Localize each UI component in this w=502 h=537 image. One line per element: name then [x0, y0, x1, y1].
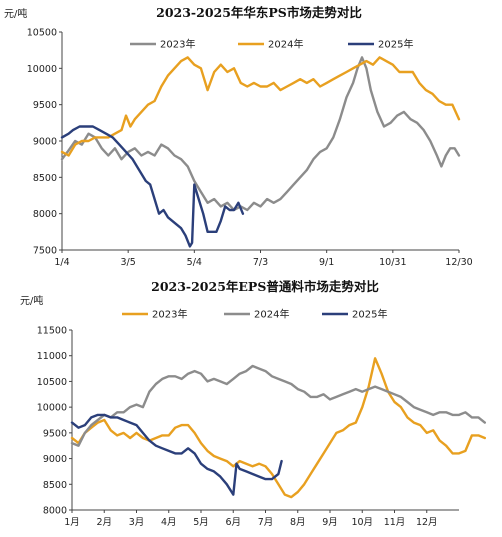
chart1-x-tick-label: 7/3: [253, 257, 268, 268]
chart1-x-tick-label: 10/31: [379, 257, 406, 268]
chart1-plot-area: [60, 56, 461, 248]
chart1-legend: 2023年 2024年 2025年: [130, 38, 413, 51]
chart2-y-tick-label: 10500: [37, 377, 67, 388]
chart1-y-tick-label: 7500: [33, 246, 57, 257]
chart2-unit-label: 元/吨: [20, 294, 43, 307]
chart2-x-tick-label: 9月: [322, 517, 338, 528]
chart2-y-tick-label: 9500: [43, 428, 67, 439]
chart1-series-line-2025年: [60, 125, 245, 248]
chart2-y-tick-label: 8500: [43, 480, 67, 491]
chart2-y-tick-label: 11500: [37, 326, 67, 337]
chart2-x-tick-label: 11月: [384, 517, 406, 528]
chart1-y-tick-label: 8500: [33, 173, 57, 184]
chart1-series-line-2023年: [60, 56, 461, 212]
chart1-series-line-2024年: [60, 56, 461, 157]
chart2-x-tick-label: 1月: [64, 517, 80, 528]
chart2-legend-label: 2023年: [152, 308, 187, 321]
chart1-unit-label: 元/吨: [4, 7, 27, 20]
chart2-y-tick-label: 8000: [43, 506, 67, 517]
chart2-x-tick-label: 3月: [129, 517, 145, 528]
chart2-legend-label: 2024年: [254, 308, 289, 321]
chart2-y-tick-label: 9000: [43, 454, 67, 465]
chart2-x-tick-label: 2月: [96, 517, 112, 528]
chart2-title: 2023-2025年EPS普通料市场走势对比: [151, 279, 379, 294]
chart1-y-tick-label: 10500: [27, 28, 57, 39]
chart2-x-tick-label: 4月: [161, 517, 177, 528]
chart1-legend-label: 2024年: [268, 38, 303, 51]
chart2-series-line-2025年: [70, 413, 283, 496]
chart1-y-tick-label: 8000: [33, 209, 57, 220]
chart2-legend: 2023年 2024年 2025年: [122, 308, 387, 321]
chart2-plot-area: [70, 357, 486, 499]
chart1-legend-label: 2025年: [378, 38, 413, 51]
chart2-y-tick-label: 10000: [37, 403, 67, 414]
chart2-x-tick-label: 6月: [225, 517, 241, 528]
chart2-x-tick-label: 12月: [416, 517, 438, 528]
chart1-legend-label: 2023年: [160, 38, 195, 51]
chart1-axes: 7500 8000 8500 9000 9500 10000 10500 1/4 3/5 5/4 7…: [27, 28, 473, 269]
chart2-series-line-2024年: [70, 364, 486, 447]
chart2-axes: 8000 8500 9000 9500 10000 10500 11000 11500 1月 2月…: [37, 326, 459, 528]
chart2-series-line-2023年: [70, 357, 486, 499]
chart1-y-tick-label: 10000: [27, 64, 57, 75]
chart1-title: 2023-2025年华东PS市场走势对比: [156, 5, 362, 20]
chart1-x-tick-label: 12/30: [445, 257, 472, 268]
chart2-x-tick-label: 7月: [258, 517, 274, 528]
chart2-x-tick-label: 5月: [193, 517, 209, 528]
chart1-y-tick-label: 9500: [33, 100, 57, 111]
chart1-x-tick-label: 9/1: [319, 257, 334, 268]
chart1-y-tick-label: 9000: [33, 137, 57, 148]
chart2-x-tick-label: 10月: [351, 517, 373, 528]
chart1-x-tick-label: 5/4: [187, 257, 202, 268]
chart2-legend-label: 2025年: [352, 308, 387, 321]
chart1-x-tick-label: 3/5: [121, 257, 136, 268]
chart1-x-tick-label: 1/4: [54, 257, 69, 268]
chart2-y-tick-label: 11000: [37, 351, 67, 362]
chart2-x-tick-label: 8月: [290, 517, 306, 528]
